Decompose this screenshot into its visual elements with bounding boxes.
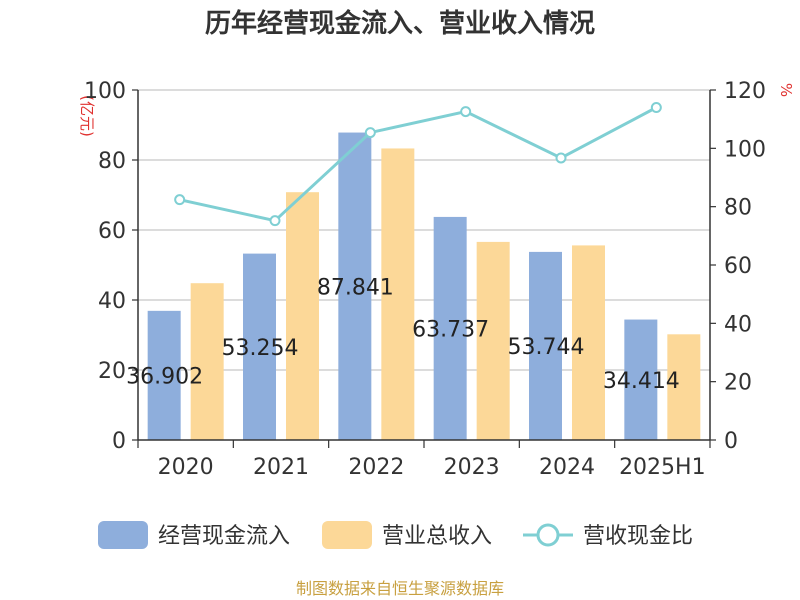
right-tick-label: 20: [724, 371, 752, 396]
bar-revenue: [190, 283, 224, 440]
bar-data-label: 87.841: [317, 275, 394, 300]
left-tick-label: 0: [112, 429, 126, 454]
bar-revenue: [381, 148, 415, 440]
ratio-point: [555, 152, 567, 164]
bar-cash-inflow: [147, 310, 181, 440]
chart-title: 历年经营现金流入、营业收入情况: [205, 8, 595, 39]
legend-label-ratio: 营收现金比: [583, 524, 693, 549]
legend-label-revenue: 营业总收入: [382, 524, 492, 549]
bar-revenue: [667, 334, 701, 440]
right-tick-label: 100: [724, 137, 766, 162]
left-tick-label: 60: [98, 219, 126, 244]
left-tick-label: 80: [98, 149, 126, 174]
left-tick-label: 20: [98, 359, 126, 384]
right-tick-label: 40: [724, 312, 752, 337]
x-tick-label: 2024: [539, 455, 595, 480]
x-tick-label: 2020: [158, 455, 214, 480]
right-tick-label: 120: [724, 79, 766, 104]
legend-swatch-cash-inflow: [98, 521, 148, 549]
ratio-point: [460, 106, 472, 118]
bar-data-label: 53.744: [508, 335, 585, 360]
bar-data-label: 53.254: [222, 336, 299, 361]
ratio-point: [174, 194, 186, 206]
source-note: 制图数据来自恒生聚源数据库: [296, 579, 504, 598]
bar-cash-inflow: [529, 251, 562, 440]
left-tick-label: 40: [98, 289, 126, 314]
bar-revenue: [572, 245, 605, 440]
bar-cash-inflow: [243, 253, 276, 440]
legend-label-cash-inflow: 经营现金流入: [158, 524, 290, 549]
ratio-line: [179, 106, 658, 223]
bar-revenue: [476, 241, 510, 440]
right-axis-unit: %: [777, 83, 795, 97]
bar-data-label: 34.414: [603, 369, 680, 394]
bar-revenue: [286, 192, 319, 440]
bar-data-label: 36.902: [126, 364, 203, 389]
left-axis-unit: (亿元): [78, 95, 96, 137]
bar-cash-inflow: [433, 216, 467, 440]
x-tick-label: 2025H1: [619, 455, 706, 480]
x-tick-label: 2023: [444, 455, 500, 480]
bar-cash-inflow: [624, 319, 658, 440]
ratio-point: [650, 102, 662, 113]
right-tick-label: 60: [724, 254, 752, 279]
ratio-point: [269, 215, 281, 227]
right-tick-label: 80: [724, 196, 752, 221]
legend-swatch-revenue: [322, 521, 372, 549]
legend: 经营现金流入 营业总收入 营收现金比: [98, 521, 693, 549]
x-tick-label: 2021: [253, 455, 309, 480]
legend-swatch-ratio-marker: [536, 523, 560, 547]
x-tick-label: 2022: [348, 455, 404, 480]
left-tick-label: 100: [84, 79, 126, 104]
right-tick-label: 0: [724, 429, 738, 454]
ratio-point: [364, 127, 376, 139]
bar-data-label: 63.737: [412, 317, 489, 342]
bar-cash-inflow: [338, 132, 372, 440]
